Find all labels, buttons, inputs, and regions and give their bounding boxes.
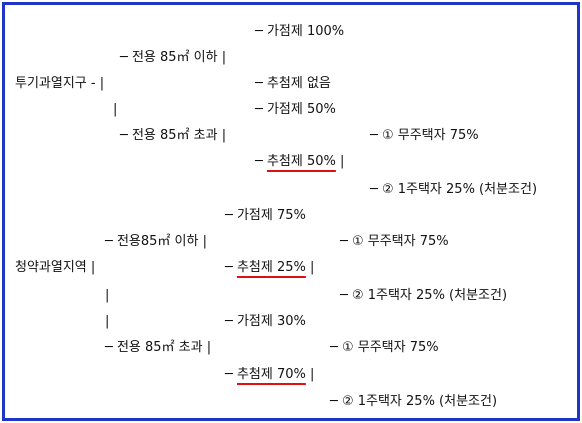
- text: ─ 추첨제 70% |: [225, 367, 314, 383]
- zone-label: 청약과열지역 |: [15, 260, 96, 275]
- text: |: [340, 154, 345, 169]
- highlight: 추첨제 25%: [236, 260, 306, 275]
- text: ─ ① 무주택자 75%: [370, 128, 479, 143]
- text: ─ 추첨제 없음: [255, 76, 331, 91]
- zone-label: 투기과열지구 - |: [15, 76, 105, 91]
- text: ─ 가점제 30%: [225, 314, 306, 329]
- text: ─ 추첨제 25% |: [225, 260, 314, 276]
- text: ─ ② 1주택자 25% (처분조건): [330, 394, 498, 409]
- text: ─ 전용85㎡ 이하 |: [105, 234, 207, 249]
- text: ─ 가점제 50%: [255, 102, 336, 117]
- text: ─: [255, 154, 263, 169]
- text: ─ 전용 85㎡ 초과 |: [105, 340, 212, 355]
- text: ─ 가점제 75%: [225, 208, 306, 223]
- text: ─ 전용 85㎡ 초과 |: [120, 128, 227, 143]
- text: ─ 전용 85㎡ 이하 |: [120, 50, 227, 65]
- text: |: [113, 102, 118, 117]
- text: ─: [225, 367, 233, 382]
- text: |: [105, 314, 110, 329]
- text: ─: [225, 260, 233, 275]
- text: ─ ① 무주택자 75%: [340, 234, 449, 249]
- highlight: 추첨제 70%: [236, 367, 306, 382]
- text: |: [105, 288, 110, 303]
- text: |: [310, 260, 315, 275]
- text: ─ 추첨제 50% |: [255, 154, 344, 170]
- text: ─ ② 1주택자 25% (처분조건): [370, 182, 538, 197]
- highlight: 추첨제 50%: [266, 154, 336, 169]
- text: ─ 가점제 100%: [255, 24, 345, 39]
- text: ─ ① 무주택자 75%: [330, 340, 439, 355]
- text: ─ ② 1주택자 25% (처분조건): [340, 288, 508, 303]
- text: |: [310, 367, 315, 382]
